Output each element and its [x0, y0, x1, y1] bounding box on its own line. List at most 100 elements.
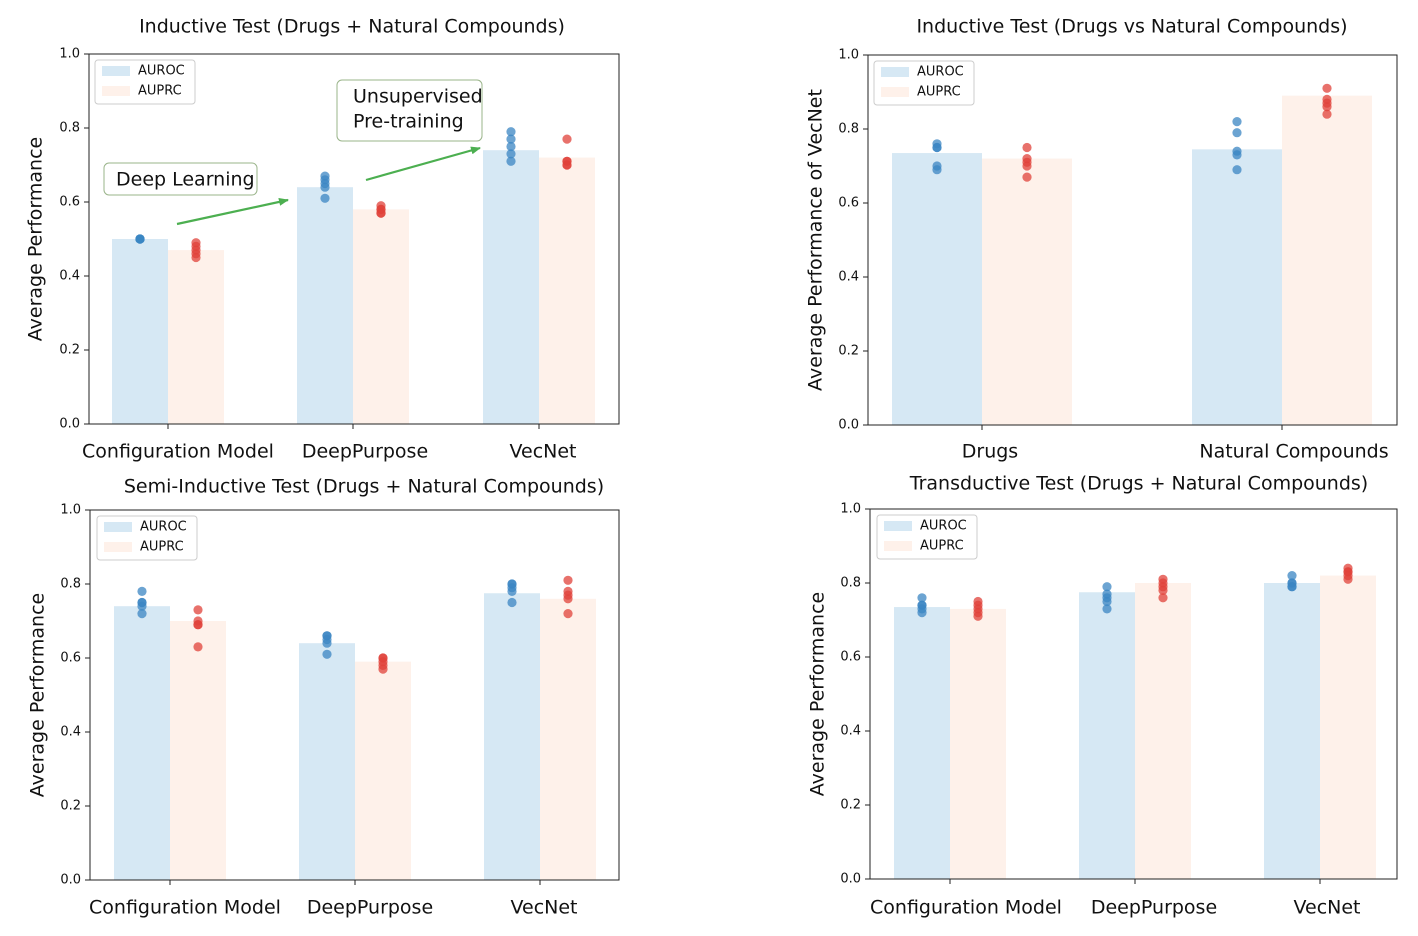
bar-auroc-1	[112, 239, 168, 424]
legend: AUROC AUPRC	[94, 59, 196, 105]
x-tick-label: Configuration Model	[89, 897, 281, 919]
y-axis-label: Average Performance	[25, 137, 47, 341]
y-tick-label: 0.2	[59, 343, 80, 358]
legend-swatch-auprc	[884, 541, 912, 551]
y-tick-label: 0.0	[59, 417, 80, 432]
point-auroc-2-5	[1232, 165, 1242, 175]
legend-label-auroc: AUROC	[920, 519, 967, 534]
y-tick-label: 1.0	[60, 503, 81, 518]
bar-auroc-1	[894, 607, 950, 879]
y-tick-label: 0.6	[59, 195, 80, 210]
point-auroc-3-1	[506, 127, 516, 137]
x-tick-label: DeepPurpose	[302, 441, 428, 463]
point-auprc-2-1	[1322, 83, 1332, 93]
point-auroc-2-5	[322, 649, 332, 659]
legend-label-auroc: AUROC	[917, 65, 964, 80]
legend: AUROC AUPRC	[873, 60, 975, 106]
point-auroc-3-5	[1287, 582, 1297, 592]
point-auroc-3-2	[506, 134, 516, 144]
bar-auroc-3	[484, 593, 540, 880]
point-auroc-1-1	[137, 586, 147, 597]
bar-auroc-1	[892, 153, 982, 426]
point-auprc-1-1	[1022, 142, 1032, 153]
chart-panel-2: Inductive Test (Drugs vs Natural Compoun…	[805, 16, 1398, 463]
point-auroc-1-1	[917, 593, 927, 603]
point-auprc-2-5	[1322, 109, 1332, 119]
point-auroc-2-4	[1102, 596, 1112, 607]
point-auroc-2-2	[1232, 128, 1242, 138]
point-auroc-3-5	[506, 156, 516, 166]
chart-title: Transductive Test (Drugs + Natural Compo…	[909, 473, 1368, 495]
point-auprc-2-4	[1322, 102, 1332, 112]
bar-auprc-2	[353, 209, 409, 424]
y-tick-label: 0.0	[840, 872, 861, 887]
y-tick-label: 0.2	[60, 799, 81, 814]
legend-label-auroc: AUROC	[138, 64, 185, 79]
legend-label-auprc: AUPRC	[917, 85, 961, 100]
point-auroc-3-3	[506, 141, 516, 152]
axes-frame	[869, 508, 1398, 880]
point-auroc-2-5	[1102, 604, 1112, 614]
axes-frame	[867, 54, 1398, 426]
y-tick-label: 0.0	[838, 418, 859, 433]
chart-panel-3: Semi-Inductive Test (Drugs + Natural Com…	[27, 476, 620, 919]
point-auprc-1-4	[193, 620, 203, 630]
bar-auroc-2	[1192, 149, 1282, 425]
point-auprc-1-5	[1022, 172, 1032, 182]
arrow-deep-learning	[176, 197, 289, 226]
y-tick-label: 1.0	[838, 48, 859, 63]
y-tick-label: 0.4	[59, 269, 80, 284]
point-auroc-3-5	[507, 597, 517, 608]
chart-title: Semi-Inductive Test (Drugs + Natural Com…	[124, 476, 604, 498]
annotation-text-deep-learning: Deep Learning	[116, 169, 255, 191]
bar-auroc-3	[483, 150, 539, 424]
legend-swatch-auprc	[881, 87, 909, 97]
point-auroc-3-1	[1287, 571, 1297, 581]
legend: AUROC AUPRC	[876, 514, 978, 560]
y-tick-label: 0.2	[840, 798, 861, 813]
y-tick-label: 0.4	[838, 270, 859, 285]
y-tick-label: 0.8	[838, 122, 859, 137]
y-tick-label: 0.6	[838, 196, 859, 211]
x-tick-label: VecNet	[510, 897, 577, 919]
legend-swatch-auroc	[884, 521, 912, 531]
legend: AUROC AUPRC	[96, 515, 198, 561]
point-auroc-2-1	[1102, 582, 1112, 592]
point-auprc-3-5	[1343, 574, 1353, 584]
legend-swatch-auprc	[102, 86, 130, 96]
point-auroc-1-5	[135, 234, 145, 244]
bar-auroc-2	[1079, 592, 1135, 879]
legend-label-auprc: AUPRC	[138, 84, 182, 99]
point-auprc-1-4	[1022, 161, 1032, 171]
x-tick-label: Configuration Model	[870, 897, 1062, 919]
bar-auprc-1	[168, 250, 224, 424]
point-auprc-2-4	[1158, 585, 1168, 596]
bar-auprc-2	[1282, 95, 1372, 425]
y-axis-label: Average Performance of VecNet	[805, 89, 827, 391]
axes-frame	[88, 53, 620, 425]
legend-label-auroc: AUROC	[140, 520, 187, 535]
legend-swatch-auroc	[102, 66, 130, 76]
point-auprc-3-1	[563, 575, 573, 585]
point-auprc-1-5	[973, 611, 983, 621]
point-auroc-1-5	[917, 608, 927, 618]
y-axis-label: Average Performance	[27, 593, 49, 797]
annotation-box-deep-learning	[103, 162, 258, 196]
y-tick-label: 0.2	[838, 344, 859, 359]
y-tick-label: 1.0	[840, 502, 861, 517]
x-tick-label: DeepPurpose	[1091, 897, 1217, 919]
point-auroc-3-4	[507, 586, 517, 597]
point-auprc-3-5	[562, 160, 572, 170]
y-tick-label: 1.0	[59, 47, 80, 62]
annotation-box-pretraining	[336, 79, 483, 142]
y-tick-label: 0.8	[60, 577, 81, 592]
y-tick-label: 0.8	[59, 121, 80, 136]
point-auprc-3-5	[563, 609, 573, 619]
legend-swatch-auprc	[104, 542, 132, 552]
legend-swatch-auroc	[104, 522, 132, 532]
annotations: Deep Learning Unsupervised Pre-training	[103, 79, 483, 226]
point-auprc-1-1	[193, 605, 203, 615]
bar-auprc-2	[355, 661, 411, 880]
bar-auprc-2	[1135, 583, 1191, 879]
